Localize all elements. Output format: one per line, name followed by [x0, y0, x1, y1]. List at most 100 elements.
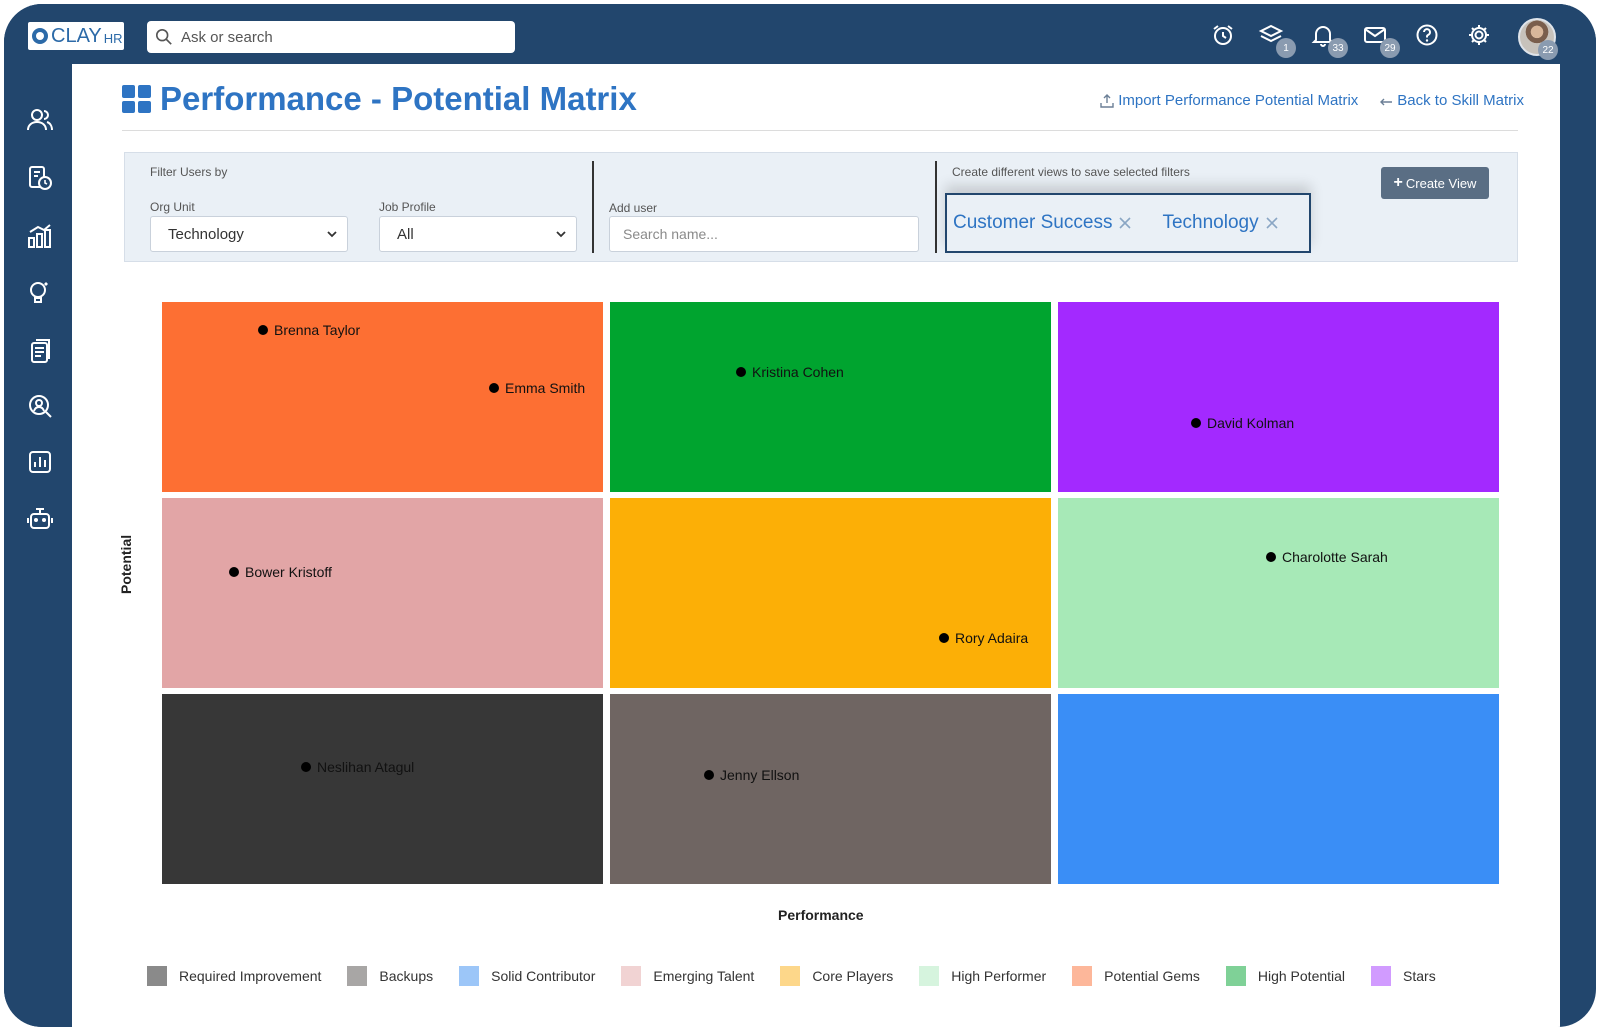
person-marker[interactable]: Brenna Taylor [258, 322, 360, 338]
person-marker[interactable]: Charolotte Sarah [1266, 549, 1388, 565]
job-profile-select[interactable]: All [379, 216, 577, 252]
header-divider [122, 130, 1518, 131]
close-icon[interactable] [1118, 216, 1132, 230]
legend-swatch [1371, 966, 1392, 986]
dot-icon [1266, 552, 1276, 562]
legend-label: Potential Gems [1104, 968, 1200, 984]
dot-icon [736, 367, 746, 377]
person-name: Charolotte Sarah [1282, 549, 1388, 565]
saved-views: Customer Success Technology [945, 193, 1311, 253]
legend-label: Backups [379, 968, 434, 984]
matrix-cell-stars: David Kolman [1058, 302, 1499, 492]
import-matrix-link[interactable]: Import Performance Potential Matrix [1099, 92, 1358, 109]
legend-item[interactable]: Solid Contributor [459, 966, 595, 986]
view-chip-label: Technology [1162, 212, 1259, 233]
dot-icon [489, 383, 499, 393]
add-user-input[interactable] [609, 216, 919, 252]
gear-icon [1469, 25, 1489, 45]
legend-item[interactable]: High Performer [919, 966, 1046, 986]
legend-label: High Potential [1257, 968, 1346, 984]
view-chip-customer-success[interactable]: Customer Success [953, 212, 1132, 234]
create-view-button[interactable]: + Create View [1381, 167, 1489, 199]
grid-icon [122, 85, 152, 113]
legend-swatch [621, 966, 642, 986]
matrix-cell-required-improvement: Neslihan Atagul [162, 694, 603, 884]
sidebar-item-payroll[interactable] [26, 164, 54, 192]
mail-icon [1364, 27, 1386, 43]
view-chip-label: Customer Success [953, 212, 1113, 233]
legend-label: Solid Contributor [491, 968, 596, 984]
page-header: Performance - Potential Matrix [122, 80, 637, 118]
views-separator [935, 161, 937, 253]
alarm-button[interactable] [1210, 22, 1236, 48]
matrix-cell-core-players: Rory Adaira [610, 498, 1051, 688]
sidebar-item-analytics[interactable] [26, 222, 54, 250]
sidebar-item-ideas[interactable] [26, 278, 54, 306]
person-marker[interactable]: David Kolman [1191, 415, 1294, 431]
filter-separator [592, 161, 594, 253]
close-icon[interactable] [1265, 216, 1279, 230]
filter-heading: Filter Users by [150, 165, 228, 179]
top-bar: CLAY HR 1 33 29 22 [4, 4, 1596, 64]
person-marker[interactable]: Kristina Cohen [736, 364, 844, 380]
avatar-badge: 22 [1538, 40, 1558, 60]
search-input[interactable] [181, 28, 501, 46]
chevron-down-icon [556, 231, 566, 238]
plus-icon: + [1393, 174, 1403, 191]
person-marker[interactable]: Emma Smith [489, 380, 585, 396]
matrix-cell-backups: Jenny Ellson [610, 694, 1051, 884]
messages-button[interactable]: 29 [1362, 22, 1400, 58]
sidebar-item-team[interactable] [26, 504, 54, 532]
legend-item[interactable]: High Potential [1225, 966, 1346, 986]
sidebar-item-documents[interactable] [26, 338, 54, 366]
matrix-cell-high-performer: Charolotte Sarah [1058, 498, 1499, 688]
analytics-icon [28, 224, 51, 248]
main-content: Performance - Potential Matrix Import Pe… [72, 64, 1560, 1027]
import-matrix-label: Import Performance Potential Matrix [1118, 92, 1359, 109]
org-unit-select[interactable]: Technology [150, 216, 348, 252]
dot-icon [1191, 418, 1201, 428]
layers-button[interactable]: 1 [1258, 22, 1296, 58]
person-marker[interactable]: Jenny Ellson [704, 767, 799, 783]
legend-item[interactable]: Emerging Talent [621, 966, 754, 986]
legend-label: Core Players [812, 968, 894, 984]
legend-label: Required Improvement [179, 968, 322, 984]
app-logo[interactable]: CLAY HR [28, 22, 124, 50]
reports-icon [29, 451, 51, 473]
sidebar-item-people[interactable] [26, 106, 54, 134]
dot-icon [704, 770, 714, 780]
legend-label: Emerging Talent [653, 968, 755, 984]
legend-item[interactable]: Required Improvement [147, 966, 321, 986]
sidebar-item-search-person[interactable] [26, 392, 54, 420]
person-marker[interactable]: Bower Kristoff [229, 564, 332, 580]
upload-icon [1100, 93, 1114, 108]
global-search[interactable] [147, 21, 515, 53]
back-to-skill-matrix-link[interactable]: Back to Skill Matrix [1378, 92, 1524, 109]
legend-swatch [1225, 966, 1246, 986]
sidebar-item-reports[interactable] [26, 448, 54, 476]
person-marker[interactable]: Neslihan Atagul [301, 759, 414, 775]
user-avatar[interactable]: 22 [1518, 18, 1558, 60]
org-unit-value: Technology [168, 225, 244, 243]
notifications-button[interactable]: 33 [1310, 22, 1348, 58]
help-icon [1416, 24, 1438, 46]
dot-icon [229, 567, 239, 577]
view-chip-technology[interactable]: Technology [1162, 212, 1278, 234]
views-hint: Create different views to save selected … [952, 165, 1190, 179]
back-arrow-icon [1380, 98, 1393, 105]
logo-text: CLAY [51, 24, 102, 47]
person-marker[interactable]: Rory Adaira [939, 630, 1028, 646]
help-button[interactable] [1414, 22, 1440, 48]
create-view-label: Create View [1405, 175, 1477, 191]
legend-swatch [347, 966, 368, 986]
legend-item[interactable]: Backups [347, 966, 433, 986]
settings-button[interactable] [1466, 22, 1492, 48]
legend-item[interactable]: Stars [1371, 966, 1436, 986]
legend-item[interactable]: Potential Gems [1072, 966, 1200, 986]
person-name: Bower Kristoff [245, 564, 332, 580]
legend-item[interactable]: Core Players [780, 966, 893, 986]
notifications-badge: 33 [1328, 38, 1348, 58]
legend-swatch [459, 966, 480, 986]
search-person-icon [29, 395, 52, 418]
search-icon [155, 28, 172, 45]
